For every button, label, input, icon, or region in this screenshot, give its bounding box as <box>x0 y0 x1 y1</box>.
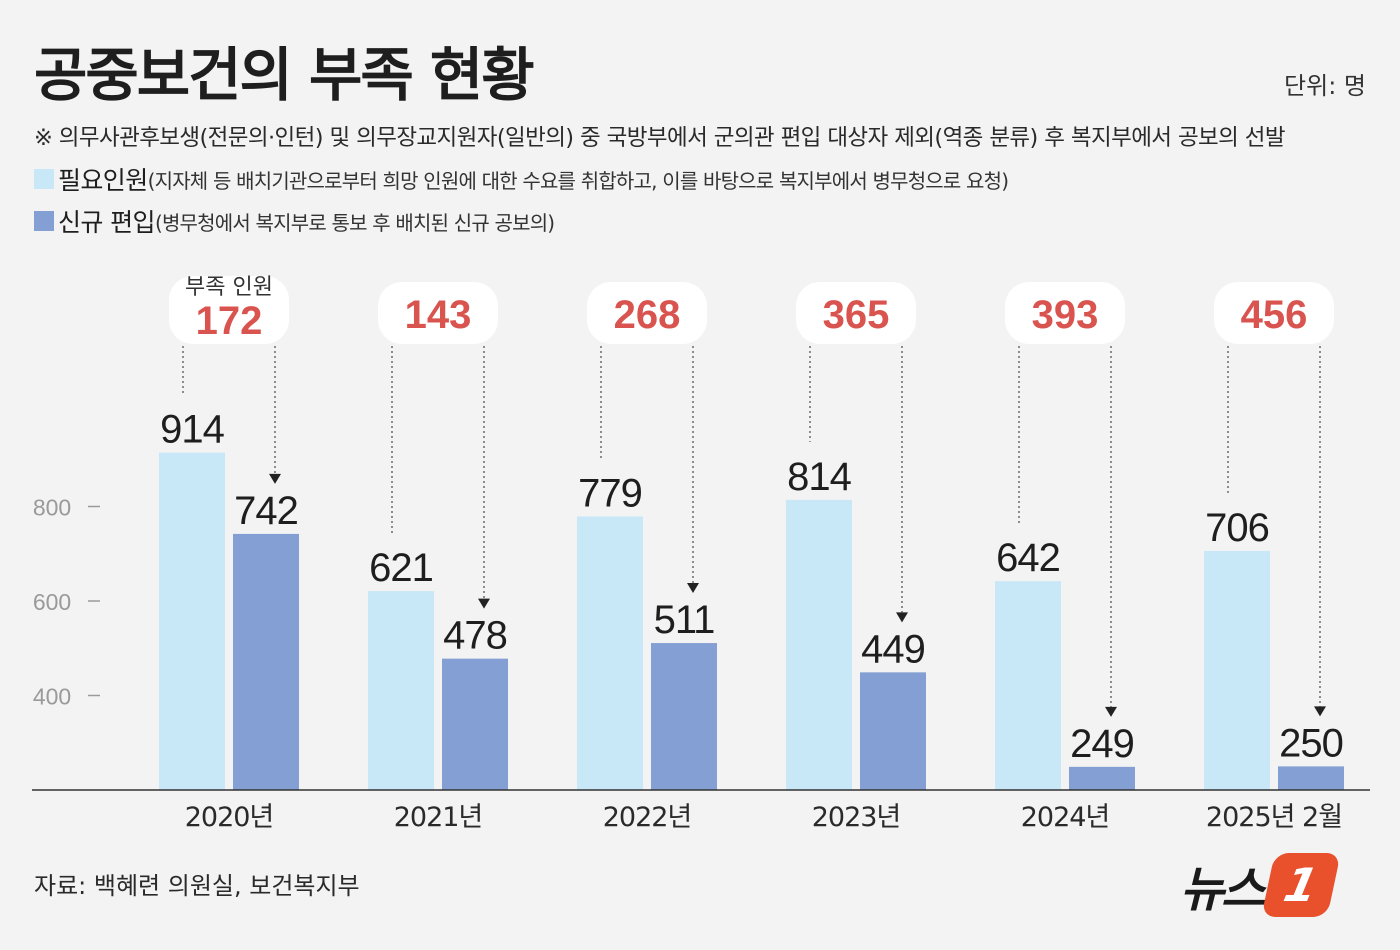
x-tick-label: 2024년 <box>1021 802 1110 833</box>
shortage-value: 268 <box>614 293 681 337</box>
shortage-value: 143 <box>405 293 472 337</box>
bar-new <box>860 672 926 790</box>
bar-new <box>651 643 717 790</box>
x-tick-label: 2023년 <box>812 802 901 833</box>
x-tick-label: 2020년 <box>185 802 274 833</box>
bar-needed <box>1204 550 1270 790</box>
bar-needed <box>577 516 643 790</box>
data-label-new: 250 <box>1279 721 1343 765</box>
logo-mark: 1 <box>1261 853 1342 917</box>
bar-needed <box>368 591 434 790</box>
news1-logo: 뉴스 1 <box>1180 850 1342 920</box>
shortage-bubble <box>796 282 916 344</box>
y-tick-label: 400 <box>33 684 71 710</box>
shortage-bubble <box>587 282 707 344</box>
chart-title: 공중보건의 부족 현황 <box>34 41 535 109</box>
shortage-bubble <box>1005 282 1125 344</box>
bar-needed <box>995 581 1061 790</box>
connector-arrow <box>1314 706 1326 717</box>
data-label-new: 511 <box>654 598 715 642</box>
connector-arrow <box>1105 706 1117 717</box>
legend-name-new: 신규 편입 <box>58 208 156 237</box>
bar-needed <box>786 499 852 790</box>
data-label-new: 742 <box>234 489 298 533</box>
data-label-needed: 779 <box>578 471 642 515</box>
connector-arrow <box>478 598 490 609</box>
connector-arrow <box>269 473 281 484</box>
y-tick-label: 800 <box>33 495 71 521</box>
x-tick-label: 2021년 <box>394 802 483 833</box>
bar-new <box>442 658 508 790</box>
logo-mark-digit: 1 <box>1279 858 1324 912</box>
data-label-needed: 621 <box>369 546 433 590</box>
data-label-needed: 814 <box>787 455 851 499</box>
chart-note: ※ 의무사관후보생(전문의·인턴) 및 의무장교지원자(일반의) 중 국방부에서… <box>34 125 1286 151</box>
bar-new <box>233 533 299 790</box>
shortage-value: 456 <box>1241 293 1308 337</box>
legend-swatch-needed <box>34 169 54 189</box>
legend-desc-new: (병무청에서 복지부로 통보 후 배치된 신규 공보의) <box>154 210 555 235</box>
data-label-new: 449 <box>861 627 925 671</box>
bar-new <box>1069 766 1135 790</box>
x-tick-label: 2025년 2월 <box>1206 802 1342 833</box>
source-note: 자료: 백혜련 의원실, 보건복지부 <box>34 872 360 900</box>
bar-new <box>1278 766 1344 790</box>
x-tick-label: 2022년 <box>603 802 692 833</box>
shortage-label: 부족 인원 <box>185 275 273 300</box>
shortage-value: 365 <box>823 293 890 337</box>
data-label-new: 249 <box>1070 722 1134 766</box>
shortage-bubble <box>169 276 289 344</box>
legend-swatch-new <box>34 211 54 231</box>
legend-item-needed: 필요인원 (지자체 등 배치기관으로부터 희망 인원에 대한 수요를 취합하고,… <box>34 164 1009 195</box>
shortage-value: 393 <box>1032 293 1099 337</box>
legend-desc-needed: (지자체 등 배치기관으로부터 희망 인원에 대한 수요를 취합하고, 이를 바… <box>147 168 1009 193</box>
legend-name-needed: 필요인원 <box>58 166 148 195</box>
connector-arrow <box>896 612 908 623</box>
data-label-needed: 642 <box>996 536 1060 580</box>
shortage-bubble <box>378 282 498 344</box>
logo-text: 뉴스 <box>1180 862 1265 918</box>
unit-label: 단위: 명 <box>1284 72 1366 100</box>
data-label-needed: 914 <box>160 408 224 452</box>
shortage-value: 172 <box>196 299 263 343</box>
shortage-bubble <box>1214 282 1334 344</box>
legend-item-new: 신규 편입 (병무청에서 복지부로 통보 후 배치된 신규 공보의) <box>34 206 555 237</box>
connector-arrow <box>687 583 699 594</box>
data-label-needed: 706 <box>1205 506 1269 550</box>
data-label-new: 478 <box>443 614 507 658</box>
bar-needed <box>159 452 225 790</box>
y-tick-label: 600 <box>33 589 71 615</box>
